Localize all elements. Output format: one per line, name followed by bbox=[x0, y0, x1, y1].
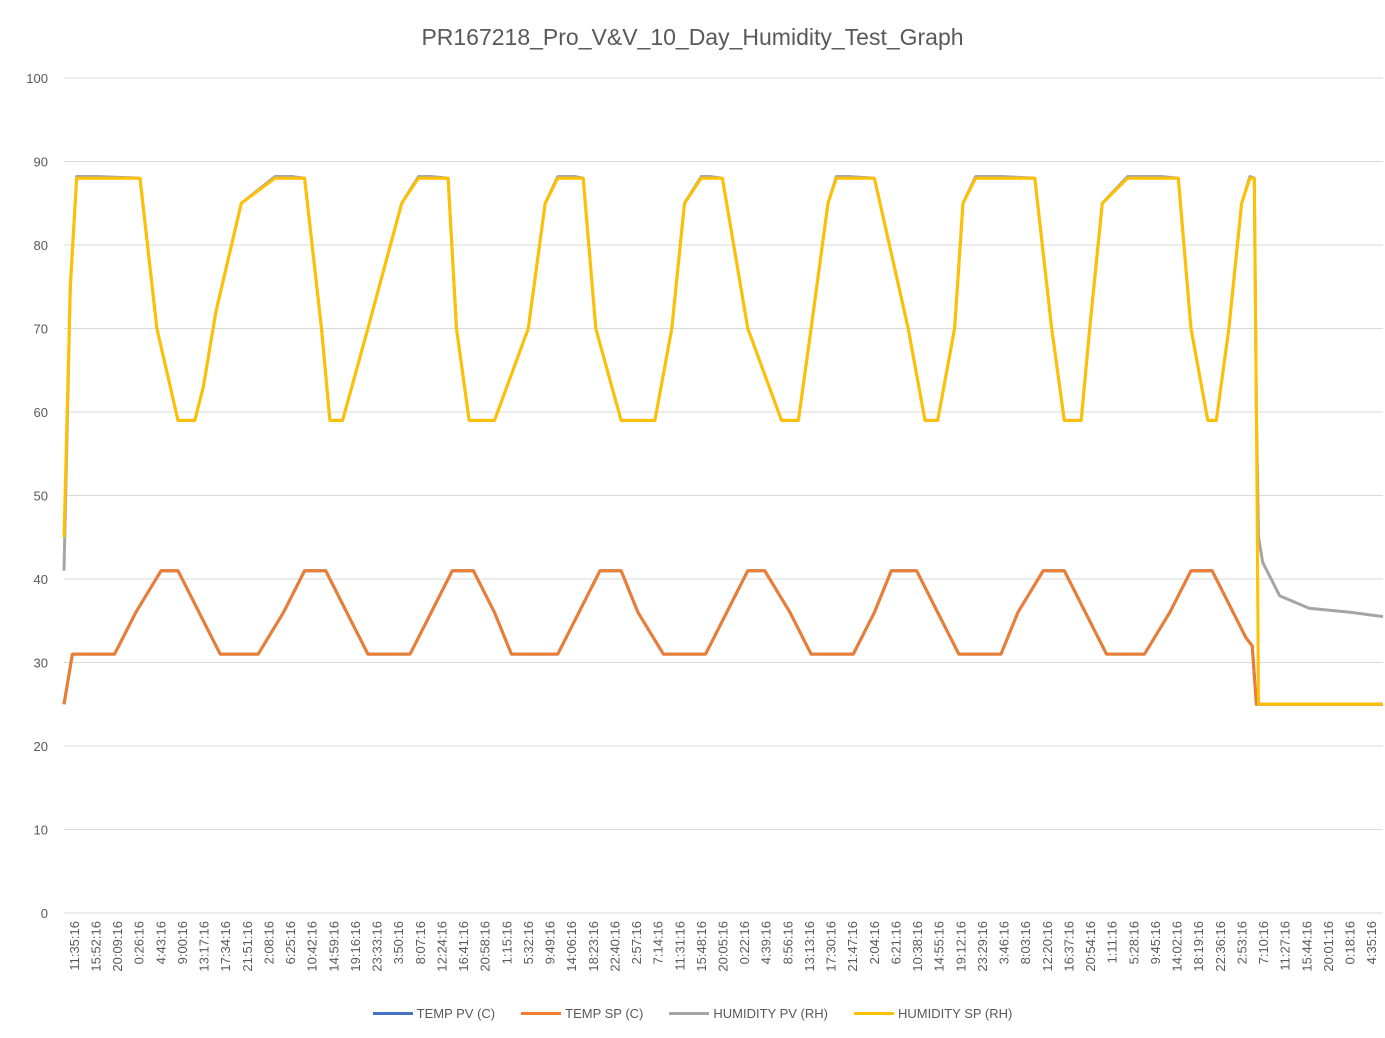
y-tick-label: 60 bbox=[34, 405, 48, 420]
x-tick-label: 6:25:16 bbox=[283, 921, 298, 964]
legend-item: HUMIDITY SP (RH) bbox=[854, 1006, 1012, 1021]
x-tick-label: 0:22:16 bbox=[737, 921, 752, 964]
y-tick-label: 70 bbox=[34, 322, 48, 337]
x-tick-label: 9:00:16 bbox=[175, 921, 190, 964]
x-tick-label: 11:27:16 bbox=[1278, 921, 1293, 971]
x-tick-label: 3:46:16 bbox=[997, 921, 1012, 964]
x-tick-label: 0:18:16 bbox=[1343, 921, 1358, 964]
x-tick-label: 20:01:16 bbox=[1321, 921, 1336, 972]
x-tick-label: 15:44:16 bbox=[1299, 921, 1314, 972]
legend-swatch bbox=[854, 1012, 894, 1015]
x-tick-label: 4:43:16 bbox=[153, 921, 168, 964]
x-tick-label: 19:12:16 bbox=[953, 921, 968, 972]
x-tick-label: 7:14:16 bbox=[651, 921, 666, 964]
y-tick-label: 10 bbox=[34, 823, 48, 838]
x-tick-label: 21:47:16 bbox=[845, 921, 860, 972]
y-tick-label: 50 bbox=[34, 489, 48, 504]
legend: TEMP PV (C) TEMP SP (C) HUMIDITY PV (RH) HU… bbox=[0, 1006, 1385, 1021]
x-tick-label: 19:16:16 bbox=[348, 921, 363, 972]
series-line-3 bbox=[62, 176, 1383, 706]
x-tick-label: 22:40:16 bbox=[607, 921, 622, 972]
x-tick-label: 4:39:16 bbox=[759, 921, 774, 964]
legend-swatch bbox=[669, 1012, 710, 1015]
legend-swatch bbox=[521, 1012, 562, 1015]
x-tick-label: 22:36:16 bbox=[1213, 921, 1228, 972]
x-tick-label: 9:45:16 bbox=[1148, 921, 1163, 964]
x-tick-label: 17:30:16 bbox=[824, 921, 839, 972]
x-tick-label: 18:19:16 bbox=[1191, 921, 1206, 972]
x-tick-label: 17:34:16 bbox=[218, 921, 233, 972]
y-tick-label: 100 bbox=[26, 71, 48, 86]
x-tick-label: 15:48:16 bbox=[694, 921, 709, 972]
x-tick-label: 0:26:16 bbox=[132, 921, 147, 964]
x-tick-label: 14:59:16 bbox=[326, 921, 341, 972]
x-tick-label: 7:10:16 bbox=[1256, 921, 1271, 964]
y-tick-label: 90 bbox=[34, 155, 48, 170]
x-tick-label: 1:11:16 bbox=[1105, 921, 1120, 963]
legend-label: HUMIDITY SP (RH) bbox=[898, 1006, 1013, 1021]
x-tick-label: 12:20:16 bbox=[1040, 921, 1055, 972]
x-tick-label: 8:56:16 bbox=[780, 921, 795, 964]
x-tick-label: 21:51:16 bbox=[240, 921, 255, 972]
legend-label: HUMIDITY PV (RH) bbox=[713, 1006, 828, 1021]
x-tick-label: 20:58:16 bbox=[478, 921, 493, 972]
legend-item: HUMIDITY PV (RH) bbox=[669, 1006, 828, 1021]
x-tick-label: 4:35:16 bbox=[1364, 921, 1379, 964]
y-tick-label: 40 bbox=[34, 572, 48, 587]
legend-label: TEMP PV (C) bbox=[416, 1006, 496, 1021]
x-tick-label: 18:23:16 bbox=[586, 921, 601, 972]
x-tick-label: 3:50:16 bbox=[391, 921, 406, 964]
x-tick-label: 2:53:16 bbox=[1234, 921, 1249, 964]
legend-label: TEMP SP (C) bbox=[565, 1006, 644, 1021]
x-tick-label: 2:08:16 bbox=[261, 921, 276, 964]
series-line-0 bbox=[62, 569, 1383, 706]
y-tick-label: 30 bbox=[34, 656, 48, 671]
x-tick-label: 6:21:16 bbox=[888, 921, 903, 964]
x-tick-label: 5:32:16 bbox=[521, 921, 536, 964]
x-tick-label: 12:24:16 bbox=[434, 921, 449, 972]
x-tick-label: 10:38:16 bbox=[910, 921, 925, 972]
x-tick-label: 2:04:16 bbox=[867, 921, 882, 964]
x-tick-label: 20:54:16 bbox=[1083, 921, 1098, 972]
x-tick-label: 11:35:16 bbox=[67, 921, 82, 971]
x-tick-label: 14:02:16 bbox=[1170, 921, 1185, 972]
legend-swatch bbox=[372, 1012, 413, 1015]
x-tick-label: 14:06:16 bbox=[564, 921, 579, 972]
x-tick-label: 16:41:16 bbox=[456, 921, 471, 972]
x-tick-label: 1:15:16 bbox=[499, 921, 514, 964]
x-tick-label: 2:57:16 bbox=[629, 921, 644, 964]
legend-item: TEMP SP (C) bbox=[521, 1006, 643, 1021]
x-tick-label: 15:52:16 bbox=[88, 921, 103, 972]
series-line-1 bbox=[62, 569, 1383, 706]
x-tick-label: 9:49:16 bbox=[543, 921, 558, 964]
x-tick-label: 20:05:16 bbox=[716, 921, 731, 972]
y-tick-label: 80 bbox=[34, 238, 48, 253]
x-tick-label: 14:55:16 bbox=[932, 921, 947, 972]
x-tick-label: 8:03:16 bbox=[1018, 921, 1033, 964]
legend-item: TEMP PV (C) bbox=[372, 1006, 496, 1021]
y-tick-label: 20 bbox=[34, 739, 48, 754]
y-tick-label: 0 bbox=[41, 906, 48, 921]
x-tick-label: 16:37:16 bbox=[1061, 921, 1076, 972]
x-tick-label: 13:17:16 bbox=[197, 921, 212, 972]
x-tick-label: 13:13:16 bbox=[802, 921, 817, 972]
chart-title: PR167218_Pro_V&V_10_Day_Humidity_Test_Gr… bbox=[421, 24, 964, 50]
x-tick-label: 5:28:16 bbox=[1126, 921, 1141, 964]
x-tick-label: 8:07:16 bbox=[413, 921, 428, 964]
plot-area: 0 10 20 30 40 50 60 70 80 90 100 11:35:16 15:52:16 20… bbox=[26, 71, 1384, 972]
x-tick-label: 23:29:16 bbox=[975, 921, 990, 972]
x-tick-label: 20:09:16 bbox=[110, 921, 125, 972]
x-tick-label: 23:33:16 bbox=[370, 921, 385, 972]
x-tick-label: 10:42:16 bbox=[305, 921, 320, 972]
x-tick-label: 11:31:16 bbox=[672, 921, 687, 971]
